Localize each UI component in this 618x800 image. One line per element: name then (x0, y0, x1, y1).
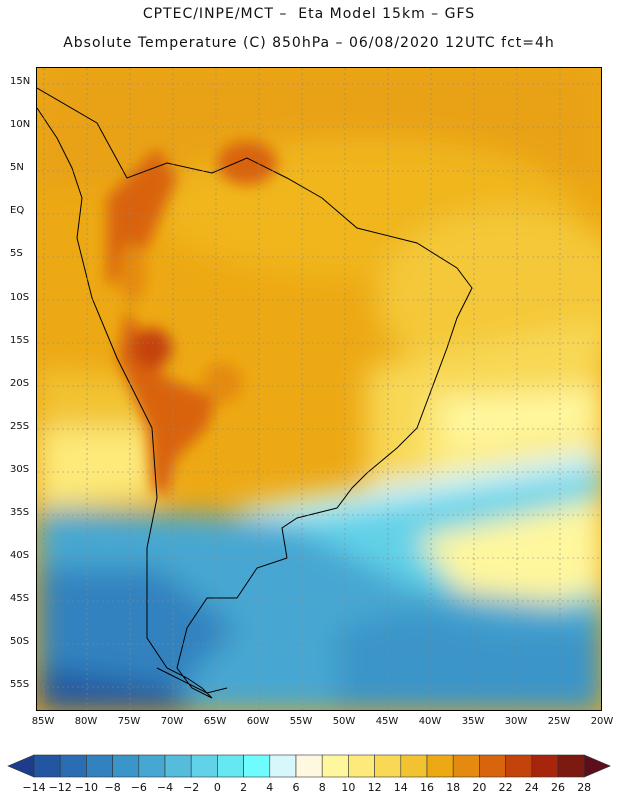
colorbar-swatch (164, 754, 192, 778)
colorbar (7, 754, 611, 778)
colorbar-swatch (295, 754, 323, 778)
temperature-field-bands (37, 68, 601, 710)
colorbar-min-arrow (7, 754, 35, 778)
longitude-label: 55W (289, 716, 313, 727)
colorbar-label: −8 (104, 781, 121, 794)
title-line-1: CPTEC/INPE/MCT – Eta Model 15km – GFS (142, 6, 476, 22)
colorbar-label: 24 (524, 781, 539, 794)
colorbar-swatch (348, 754, 375, 778)
colorbar-swatch (190, 754, 218, 778)
colorbar-swatch (138, 754, 166, 778)
colorbar-swatch (86, 754, 113, 778)
longitude-label: 35W (461, 716, 485, 727)
longitude-label: 30W (504, 716, 528, 727)
colorbar-swatch (452, 754, 480, 778)
colorbar-swatch (321, 754, 349, 778)
colorbar-max-arrow (583, 754, 611, 778)
colorbar-label: −10 (74, 781, 98, 794)
colorbar-label: 20 (472, 781, 487, 794)
colorbar-label: −4 (156, 781, 174, 794)
colorbar-swatch (217, 754, 244, 778)
longitude-label: 40W (418, 716, 442, 727)
colorbar-swatch (400, 754, 428, 778)
latitude-label: 10S (10, 291, 30, 303)
longitude-label: 25W (547, 716, 571, 727)
longitude-label: 85W (31, 716, 55, 727)
title-line-2: Absolute Temperature (C) 850hPa – 06/08/… (63, 35, 555, 51)
colorbar-swatch (59, 754, 87, 778)
latitude-label: 20S (10, 377, 30, 389)
latitude-label: 35S (10, 507, 30, 518)
longitude-label: 75W (117, 716, 141, 727)
latitude-label: 25S (10, 420, 30, 432)
longitude-label: 70W (160, 716, 184, 727)
colorbar-swatch (531, 754, 559, 778)
colorbar-label: 2 (240, 781, 248, 794)
colorbar-label: 18 (446, 781, 461, 794)
latitude-label: EQ (10, 205, 25, 217)
colorbar-label: 14 (393, 781, 408, 794)
colorbar-label: −2 (183, 781, 200, 794)
longitude-label: 45W (375, 716, 399, 727)
latitude-label: 55S (10, 679, 30, 691)
colorbar-label: 0 (213, 781, 221, 794)
colorbar-swatch (426, 754, 454, 778)
colorbar-swatch (374, 754, 402, 778)
map-svg (37, 68, 601, 710)
coastlines (37, 87, 473, 699)
colorbar-label: 6 (292, 781, 300, 794)
colorbar-label: 28 (577, 781, 592, 794)
latitude-label: 5S (10, 248, 23, 260)
longitude-label: 20W (590, 716, 614, 727)
gridlines (37, 68, 601, 710)
colorbar-label: 10 (341, 781, 356, 794)
colorbar-label: 26 (551, 781, 565, 794)
andes-warm-anomalies (107, 141, 277, 498)
colorbar-swatch (479, 754, 506, 778)
colorbar-label: −14 (22, 781, 46, 794)
colorbar-label: −6 (130, 781, 147, 794)
latitude-label: 50S (10, 636, 30, 648)
longitude-label: 65W (203, 716, 227, 727)
latitude-label: 30S (10, 463, 30, 475)
colorbar-label: −12 (48, 781, 72, 794)
colorbar-swatch (505, 754, 533, 778)
colorbar-swatch (243, 754, 271, 778)
latitude-label: 10N (10, 119, 31, 131)
longitude-label: 60W (246, 716, 270, 727)
colorbar-swatch (33, 754, 61, 778)
colorbar-swatch (112, 754, 140, 778)
longitude-label: 50W (332, 716, 356, 727)
longitude-label: 80W (74, 716, 98, 727)
colorbar-label: 16 (420, 781, 434, 794)
map-frame[interactable] (36, 67, 602, 711)
colorbar-label: 22 (498, 781, 513, 794)
colorbar-swatch (557, 754, 585, 778)
colorbar-swatch (269, 754, 297, 778)
colorbar-label: 8 (318, 781, 326, 794)
latitude-label: 45S (10, 593, 30, 605)
latitude-label: 5N (10, 162, 24, 174)
latitude-label: 15S (10, 334, 30, 346)
latitude-label: 15N (10, 76, 31, 87)
colorbar-label: 4 (266, 781, 274, 794)
colorbar-label: 12 (367, 781, 382, 794)
latitude-label: 40S (10, 550, 30, 562)
